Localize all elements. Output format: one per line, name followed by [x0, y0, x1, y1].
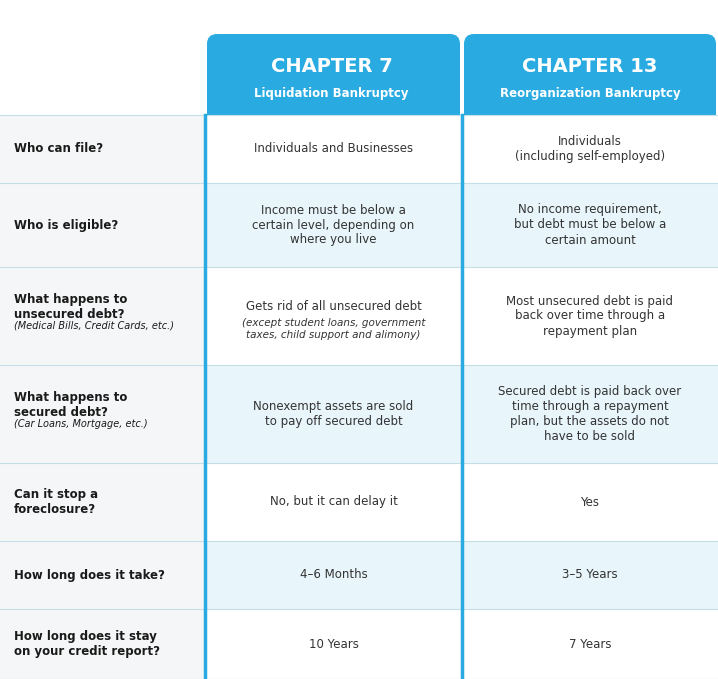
FancyBboxPatch shape [464, 34, 716, 115]
Text: 10 Years: 10 Years [309, 638, 358, 650]
FancyBboxPatch shape [0, 463, 205, 541]
Text: Individuals
(including self-employed): Individuals (including self-employed) [515, 135, 665, 163]
FancyBboxPatch shape [0, 365, 718, 463]
FancyBboxPatch shape [0, 365, 205, 463]
FancyBboxPatch shape [0, 541, 205, 609]
Text: Who can file?: Who can file? [14, 143, 103, 155]
FancyBboxPatch shape [0, 267, 718, 365]
Text: How long does it take?: How long does it take? [14, 568, 165, 581]
FancyBboxPatch shape [0, 609, 718, 679]
FancyBboxPatch shape [464, 105, 716, 115]
Text: 4–6 Months: 4–6 Months [299, 568, 368, 581]
Text: No income requirement,
but debt must be below a
certain amount: No income requirement, but debt must be … [514, 204, 666, 246]
FancyBboxPatch shape [0, 609, 205, 679]
FancyBboxPatch shape [207, 105, 460, 115]
Text: CHAPTER 7: CHAPTER 7 [271, 57, 392, 76]
Text: 3–5 Years: 3–5 Years [562, 568, 617, 581]
Text: Can it stop a
foreclosure?: Can it stop a foreclosure? [14, 488, 98, 516]
Text: Most unsecured debt is paid
back over time through a
repayment plan: Most unsecured debt is paid back over ti… [506, 295, 673, 337]
FancyBboxPatch shape [207, 34, 460, 115]
Text: Liquidation Bankruptcy: Liquidation Bankruptcy [254, 88, 409, 100]
Text: Income must be below a
certain level, depending on
where you live: Income must be below a certain level, de… [252, 204, 414, 246]
FancyBboxPatch shape [0, 183, 205, 267]
Text: Yes: Yes [580, 496, 600, 509]
FancyBboxPatch shape [0, 267, 205, 365]
Text: Reorganization Bankruptcy: Reorganization Bankruptcy [500, 88, 681, 100]
Text: Secured debt is paid back over
time through a repayment
plan, but the assets do : Secured debt is paid back over time thro… [498, 385, 681, 443]
FancyBboxPatch shape [0, 541, 718, 609]
Text: CHAPTER 13: CHAPTER 13 [522, 57, 658, 76]
Text: No, but it can delay it: No, but it can delay it [269, 496, 398, 509]
Text: What happens to
secured debt?: What happens to secured debt? [14, 391, 127, 419]
Text: What happens to
unsecured debt?: What happens to unsecured debt? [14, 293, 127, 321]
Text: How long does it stay
on your credit report?: How long does it stay on your credit rep… [14, 630, 160, 658]
Text: 7 Years: 7 Years [569, 638, 611, 650]
Text: (except student loans, government
taxes, child support and alimony): (except student loans, government taxes,… [242, 318, 425, 340]
FancyBboxPatch shape [0, 115, 205, 183]
FancyBboxPatch shape [0, 183, 718, 267]
FancyBboxPatch shape [0, 115, 718, 183]
Text: Who is eligible?: Who is eligible? [14, 219, 118, 232]
FancyBboxPatch shape [0, 463, 718, 541]
Text: (Car Loans, Mortgage, etc.): (Car Loans, Mortgage, etc.) [14, 419, 148, 429]
Text: Individuals and Businesses: Individuals and Businesses [254, 143, 413, 155]
Text: Gets rid of all unsecured debt: Gets rid of all unsecured debt [246, 299, 421, 312]
Text: (Medical Bills, Credit Cards, etc.): (Medical Bills, Credit Cards, etc.) [14, 321, 174, 331]
Text: Nonexempt assets are sold
to pay off secured debt: Nonexempt assets are sold to pay off sec… [253, 400, 414, 428]
